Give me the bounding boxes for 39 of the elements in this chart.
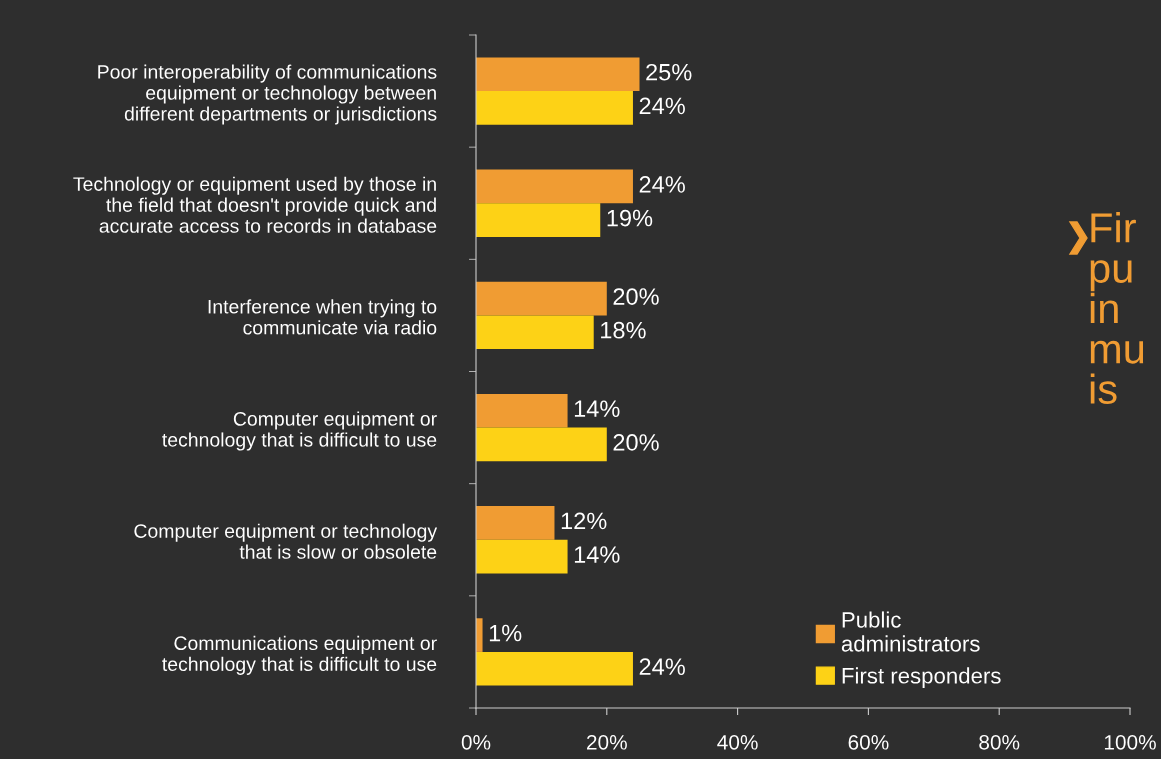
data-label: 14%	[574, 400, 620, 417]
bar	[476, 91, 633, 125]
data-label: 20%	[613, 434, 659, 451]
y-tick-label: Poor interoperability of communications equipment or technology between different departments or jurisdictions	[98, 64, 437, 125]
y-tick-label: Computer equipment or technology that is slow or obsolete	[134, 523, 438, 559]
bar	[476, 393, 568, 428]
bar	[476, 57, 640, 92]
x-tick-label: 60%	[848, 734, 889, 750]
y-tick-label: Interference when trying to communicate via radio	[208, 299, 437, 335]
legend-label: Public administrators	[841, 611, 980, 652]
y-tick-label: Communications equipment or technology that is difficult to use	[162, 635, 437, 675]
data-label: 25%	[646, 63, 692, 81]
bar	[476, 618, 483, 652]
data-label: 24%	[639, 658, 685, 675]
bar	[476, 427, 607, 462]
y-tick-label: Computer equipment or technology that is difficult to use	[162, 411, 437, 451]
bar	[476, 506, 555, 540]
bar	[476, 315, 594, 350]
x-tick-label: 0%	[461, 734, 491, 750]
data-label: 14%	[574, 546, 620, 563]
x-tick-label: 40%	[717, 734, 758, 750]
data-label: 18%	[601, 321, 646, 339]
legend-label: First responders	[842, 667, 1001, 688]
bar	[476, 169, 633, 204]
bar	[476, 539, 568, 574]
data-label: 19%	[607, 209, 653, 227]
data-label: 1%	[489, 624, 522, 642]
bar	[476, 203, 601, 237]
bar	[476, 651, 633, 686]
data-label: 24%	[639, 176, 685, 193]
data-label: 12%	[561, 512, 607, 530]
x-tick-label: 100%	[1104, 734, 1156, 750]
x-tick-label: 80%	[979, 734, 1020, 750]
y-tick-label: Technology or equipment used by those in the field that doesn't provide quick and accurate access to records in database	[73, 176, 437, 233]
data-label: 20%	[613, 288, 659, 305]
data-label: 24%	[639, 97, 685, 115]
bar	[476, 281, 607, 316]
annotation: Fir pu in mu is	[1090, 212, 1144, 405]
x-tick-label: 20%	[587, 734, 627, 750]
